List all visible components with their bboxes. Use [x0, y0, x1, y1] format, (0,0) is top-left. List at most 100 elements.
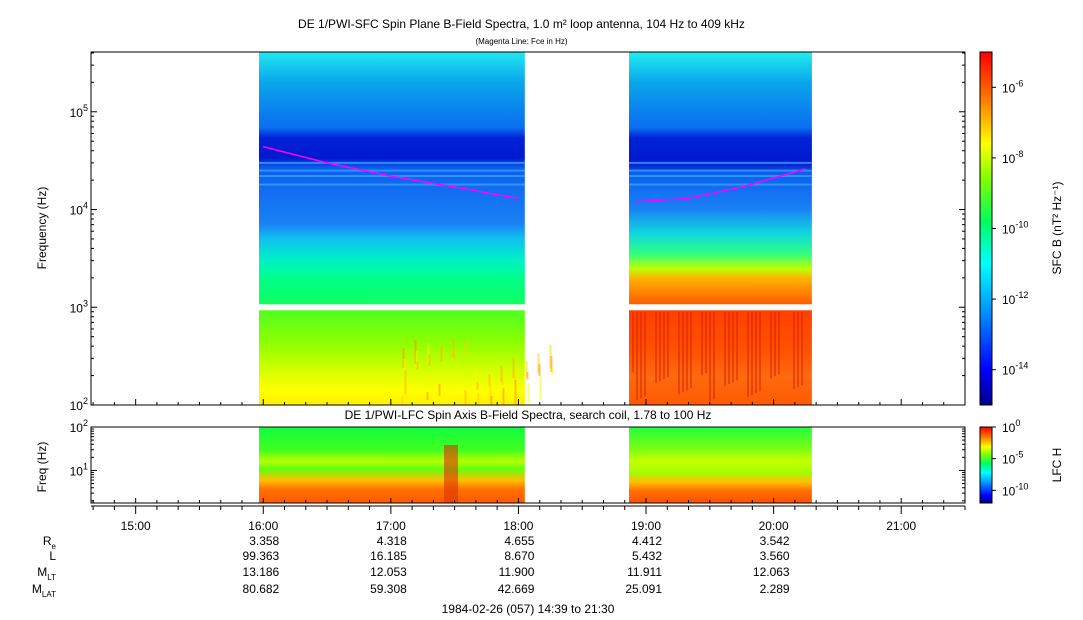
lfc-plot-frame: [90, 426, 966, 504]
footer-date: 1984-02-26 (057) 14:39 to 21:30: [441, 602, 615, 616]
sfc-noise-streak: [526, 372, 529, 380]
sfc-red-streak: [732, 312, 735, 383]
sfc-red-streak: [770, 312, 773, 379]
sfc-noise-streak: [404, 370, 407, 394]
sfc-spectrogram: [258, 52, 812, 405]
lfc-ytick-label: 102: [70, 418, 88, 435]
sfc-red-streak: [709, 312, 712, 402]
sfc-noise-streak: [514, 380, 517, 404]
sfc-noise-streak: [464, 390, 467, 405]
sfc-noise-streak: [513, 369, 516, 381]
time-tick-label: 19:00: [631, 519, 661, 533]
sfc-red-streak: [663, 312, 666, 380]
sfc-noise-streak: [476, 382, 479, 390]
sfc-noise-streak: [488, 374, 491, 386]
eph-value: 59.308: [370, 582, 407, 596]
time-tick-label: 16:00: [248, 519, 278, 533]
time-tick-label: 15:00: [121, 519, 151, 533]
sfc-noise-streak: [416, 362, 419, 370]
sfc-subtitle: (Magenta Line: Fce in Hz): [475, 37, 568, 46]
sfc-red-streak: [751, 312, 754, 396]
sfc-colorbar: [979, 51, 993, 406]
lfc-cb-label: 10-5: [1002, 450, 1023, 467]
eph-value: 11.900: [499, 565, 535, 579]
sfc-noise-streak: [475, 371, 478, 387]
eph-value: 13.186: [243, 565, 280, 579]
sfc-band-line: [629, 169, 812, 172]
axes-layer: 102 103 104 105 101 102 15:00 16:00 17:00 18:00 19…: [70, 52, 966, 533]
sfc-cb-label: 10-14: [1002, 361, 1028, 378]
eph-value: 11.911: [627, 565, 662, 579]
sfc-red-streak: [640, 312, 643, 399]
sfc-red-streak: [755, 312, 758, 394]
eph-value: 80.682: [243, 582, 280, 596]
lfc-colorbar-label: LFC H: [1050, 448, 1064, 483]
sfc-ytick-label: 104: [70, 201, 88, 218]
sfc-noise-streak: [512, 358, 515, 378]
sfc-red-streak: [778, 312, 781, 375]
sfc-red-streak: [701, 312, 704, 376]
time-tick-label: 18:00: [503, 519, 533, 533]
sfc-red-streak: [759, 312, 762, 392]
sfc-band-line: [629, 161, 812, 164]
sfc-red-streak: [724, 312, 727, 387]
sfc-red-streak: [636, 312, 639, 401]
sfc-noise-streak: [538, 364, 541, 376]
eph-value: 2.289: [760, 582, 790, 596]
eph-row-label: MLT: [37, 565, 56, 582]
sfc-noise-streak: [501, 377, 504, 385]
eph-value: 3.560: [760, 549, 790, 563]
sfc-noise-streak: [550, 356, 553, 372]
sfc-red-streak: [713, 312, 716, 400]
lfc-block-2: [629, 427, 812, 503]
sfc-red-streak: [705, 312, 708, 374]
sfc-cb-label: 10-10: [1002, 220, 1028, 237]
sfc-band-line: [258, 183, 525, 186]
eph-value: 4.318: [377, 534, 407, 548]
sfc-colorbar-label: SFC B (nT² Hz⁻¹): [1050, 182, 1064, 275]
sfc-red-streak: [690, 312, 693, 389]
sfc-noise-streak: [415, 351, 418, 367]
time-tick-label: 21:00: [886, 519, 916, 533]
sfc-band-line: [629, 175, 812, 178]
fce-line-layer: [263, 145, 806, 203]
sfc-noise-streak: [537, 353, 540, 373]
eph-value: 4.412: [632, 534, 662, 548]
eph-value: 3.542: [760, 534, 790, 548]
sfc-cb-label: 10-8: [1002, 149, 1023, 166]
sfc-red-streak: [632, 312, 635, 373]
sfc-noise-streak: [465, 341, 468, 357]
lfc-ytick-label: 101: [70, 461, 88, 478]
sfc-band-line: [629, 183, 812, 186]
eph-value: 3.358: [249, 534, 279, 548]
eph-value: 8.670: [504, 549, 534, 563]
eph-value: 42.669: [498, 582, 535, 596]
sfc-noise-streak: [440, 346, 443, 362]
sfc-ytick-label: 102: [70, 396, 88, 413]
sfc-title: DE 1/PWI-SFC Spin Plane B-Field Spectra,…: [298, 17, 745, 31]
sfc-red-streak: [747, 312, 750, 398]
sfc-red-streak: [797, 312, 800, 388]
time-tick-label: 20:00: [759, 519, 789, 533]
eph-row-label: Re: [43, 534, 57, 551]
sfc-noise-streak: [451, 387, 454, 395]
sfc-noise-streak: [539, 375, 542, 399]
sfc-band-line: [258, 161, 525, 164]
eph-value: 5.432: [632, 549, 662, 563]
sfc-red-streak: [686, 312, 689, 391]
sfc-ytick-label: 103: [70, 298, 88, 315]
eph-value: 99.363: [243, 549, 280, 563]
sfc-red-streak: [667, 312, 670, 378]
sfc-cb-label: 10-6: [1002, 78, 1023, 95]
lfc-block-1: [258, 427, 525, 503]
colorbar-ticks: 10-6 10-8 10-10 10-12 10-14 100 10-5 10-10 SFC B…: [992, 78, 1064, 498]
lfc-spectrogram: [258, 427, 812, 503]
sfc-noise-streak: [489, 385, 492, 405]
eph-value: 16.185: [370, 549, 407, 563]
sfc-cb-label: 10-12: [1002, 290, 1028, 307]
sfc-noise-streak: [427, 343, 430, 363]
sfc-noise-streak: [426, 392, 429, 400]
sfc-red-streak: [793, 312, 796, 390]
sfc-noise-streak: [453, 349, 456, 361]
